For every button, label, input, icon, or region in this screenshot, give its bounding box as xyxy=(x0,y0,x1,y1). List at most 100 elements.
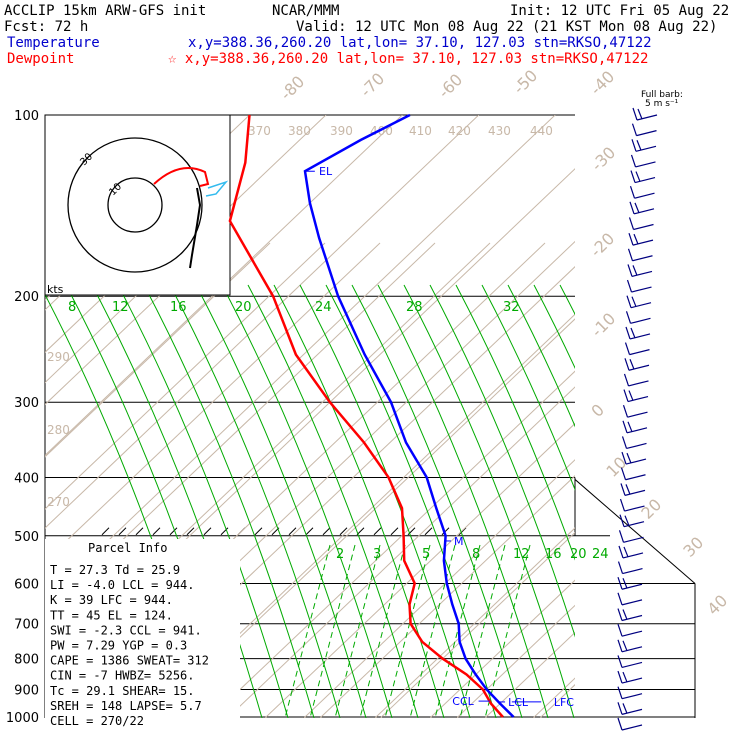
dry-adiabat-line xyxy=(429,579,575,718)
wind-barb-feather xyxy=(620,467,627,480)
model-title: ACCLIP 15km ARW-GFS init xyxy=(4,3,206,19)
parcel-row: K = 39 LFC = 944. xyxy=(50,593,173,607)
isotherm-label: 0 xyxy=(587,400,608,421)
wind-barb xyxy=(634,176,656,184)
isotherm-line xyxy=(45,115,480,529)
wind-barb-feather xyxy=(621,436,628,449)
theta-label: 270 xyxy=(47,495,70,509)
wind-barb-feather xyxy=(617,686,623,699)
mixing-ratio-line xyxy=(481,284,575,491)
wind-barb-feather xyxy=(627,248,634,261)
parcel-info-box: Parcel Info T = 27.3 Td = 25.9LI = -4.0 L… xyxy=(45,539,240,729)
mixing-ratio-label: 8 xyxy=(68,300,76,315)
isotherm-label: 20 xyxy=(637,495,665,523)
isotherm-line xyxy=(45,115,403,456)
parcel-row: SREH = 148 LAPSE= 5.7 xyxy=(50,699,202,713)
wind-barb xyxy=(626,427,648,434)
pressure-tick-label: 300 xyxy=(14,396,39,411)
barb-legend-title: Full barb: xyxy=(641,90,683,100)
dry-adiabat-line xyxy=(45,242,326,510)
theta-label: 440 xyxy=(530,124,553,138)
isotherm-line xyxy=(532,677,575,718)
hatch-mark xyxy=(254,527,263,536)
dry-adiabat-line xyxy=(319,475,575,718)
isotherm-line xyxy=(0,115,20,730)
wind-barb-feather xyxy=(628,390,634,401)
hatch-mark xyxy=(322,527,331,536)
isotherm-line xyxy=(456,604,575,718)
wind-barb-feather xyxy=(625,311,632,324)
right-diagonal-border xyxy=(574,479,696,584)
mixing-ratio-line xyxy=(429,284,575,638)
isotherm-line xyxy=(150,313,575,718)
wind-barb-feather xyxy=(622,703,628,714)
hatch-mark xyxy=(390,527,399,536)
dewpoint-location: ☆ x,y=388.36,260.20 lat,lon= 37.10, 127.… xyxy=(168,51,648,67)
wind-barb xyxy=(632,255,653,262)
mixing-ratio-label: 8 xyxy=(472,547,480,562)
dry-adiabat-line xyxy=(595,243,740,718)
parcel-row: LI = -4.0 LCL = 944. xyxy=(50,578,195,592)
parcel-row: Tc = 29.1 SHEAR= 15. xyxy=(50,684,195,698)
wind-barb-feather xyxy=(626,295,632,308)
theta-label: 380 xyxy=(288,124,311,138)
wind-barb xyxy=(633,223,654,231)
wind-barb-feather xyxy=(633,233,639,245)
hatch-mark xyxy=(220,527,229,536)
hatch-mark xyxy=(458,527,467,536)
wind-barb-feather xyxy=(623,389,629,402)
hatch-mark xyxy=(441,527,450,536)
wind-barb xyxy=(627,411,648,418)
mixing-ratio-line xyxy=(273,284,445,718)
wind-barb xyxy=(625,458,647,465)
wind-barb xyxy=(635,145,657,152)
isotherm-label: -30 xyxy=(587,143,619,175)
mixing-ratio-label: 16 xyxy=(170,300,187,315)
forecast-hour: Fcst: 72 h xyxy=(4,19,88,35)
barb-legend-unit: 5 m s⁻¹ xyxy=(645,99,679,109)
theta-label: 430 xyxy=(488,124,511,138)
wind-barb-feather xyxy=(625,326,631,340)
dewpoint-legend: Dewpoint xyxy=(7,51,74,67)
mixing-ratio-line xyxy=(455,284,575,561)
mixing-ratio-label: 5 xyxy=(422,547,430,562)
mixing-ratio-label: 20 xyxy=(235,300,252,315)
isotherm-line xyxy=(379,531,575,718)
wind-barb-feather xyxy=(630,327,636,339)
wind-barb-feather xyxy=(617,702,623,715)
parcel-row: PW = 7.29 YGP = 0.3 xyxy=(50,639,187,653)
isotherm-label: -50 xyxy=(509,66,541,98)
dry-adiabat-line xyxy=(45,242,216,406)
wind-barb-feather xyxy=(619,498,626,512)
wind-barb-feather xyxy=(627,421,633,433)
pressure-tick-label: 100 xyxy=(14,109,39,124)
wind-barb xyxy=(623,536,644,543)
wind-barb xyxy=(622,568,643,575)
pressure-tick-label: 700 xyxy=(14,618,39,633)
wind-barb xyxy=(621,646,643,653)
dewpoint-line xyxy=(228,114,504,718)
mixing-ratio-label: 32 xyxy=(503,300,520,315)
wind-barb-feather xyxy=(617,623,623,637)
wind-barb xyxy=(621,583,643,590)
pressure-tick-label: 800 xyxy=(14,653,39,668)
wind-barb-feather xyxy=(632,265,638,276)
wind-barb-feather xyxy=(629,359,635,370)
dry-adiabat-line xyxy=(209,370,575,718)
wind-barb xyxy=(636,130,657,137)
wind-barb xyxy=(636,114,658,121)
pressure-tick-label: 1000 xyxy=(6,711,39,726)
wind-barb-feather xyxy=(623,373,630,387)
wind-barb xyxy=(621,708,643,715)
hatch-mark xyxy=(135,527,144,536)
wind-barb xyxy=(625,474,646,481)
wind-barb-feather xyxy=(617,670,623,684)
mixing-ratio-label: 28 xyxy=(406,300,423,315)
mixing-ratio-label: 20 xyxy=(570,547,587,562)
wind-barb-feather xyxy=(617,639,623,652)
isotherm-label: -10 xyxy=(587,309,619,341)
wind-barb-feather xyxy=(622,578,628,589)
isotherm-label: -40 xyxy=(586,67,618,99)
mixing-ratio-line xyxy=(91,284,263,718)
